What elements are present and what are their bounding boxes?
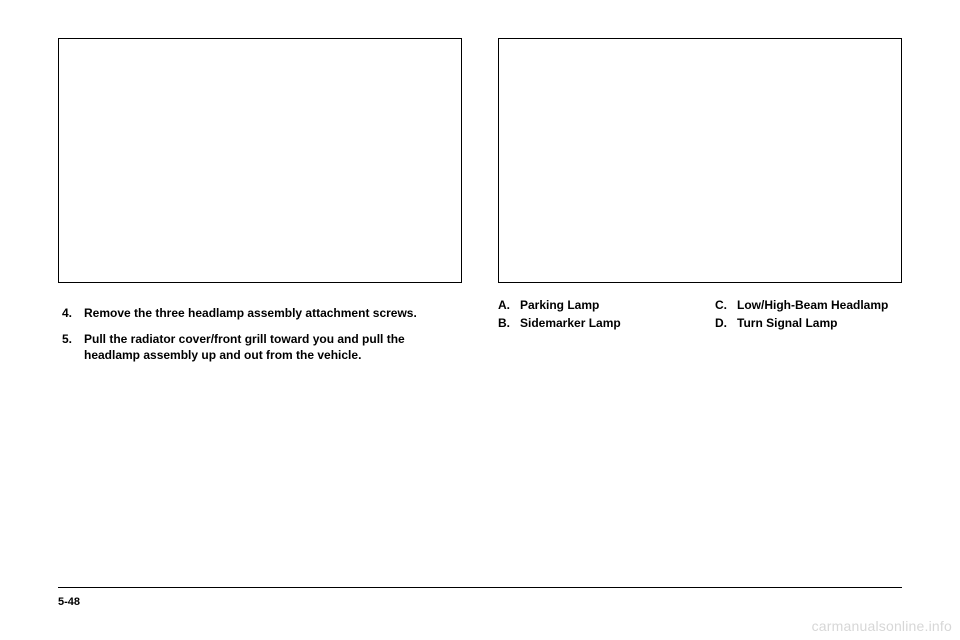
page-number: 5-48 [58, 596, 80, 608]
figure-legend: A. Parking Lamp B. Sidemarker Lamp C. Lo… [498, 297, 902, 333]
manual-page: 4. Remove the three headlamp assembly at… [0, 0, 960, 640]
legend-letter: C. [715, 297, 737, 313]
legend-text: Sidemarker Lamp [520, 315, 685, 331]
legend-letter: D. [715, 315, 737, 331]
left-column: 4. Remove the three headlamp assembly at… [58, 38, 462, 374]
step-list: 4. Remove the three headlamp assembly at… [58, 305, 462, 364]
right-column: A. Parking Lamp B. Sidemarker Lamp C. Lo… [498, 38, 902, 374]
step-text: Remove the three headlamp assembly attac… [84, 305, 462, 321]
two-column-layout: 4. Remove the three headlamp assembly at… [58, 38, 902, 374]
step-number: 4. [62, 305, 84, 321]
legend-letter: A. [498, 297, 520, 313]
legend-item: C. Low/High-Beam Headlamp [715, 297, 902, 313]
legend-column-right: C. Low/High-Beam Headlamp D. Turn Signal… [715, 297, 902, 333]
figure-placeholder-right [498, 38, 902, 283]
step-item: 5. Pull the radiator cover/front grill t… [62, 331, 462, 363]
step-text: Pull the radiator cover/front grill towa… [84, 331, 462, 363]
page-footer: 5-48 [58, 587, 902, 610]
figure-placeholder-left [58, 38, 462, 283]
legend-text: Low/High-Beam Headlamp [737, 297, 902, 313]
legend-letter: B. [498, 315, 520, 331]
step-number: 5. [62, 331, 84, 363]
legend-item: A. Parking Lamp [498, 297, 685, 313]
legend-text: Parking Lamp [520, 297, 685, 313]
legend-text: Turn Signal Lamp [737, 315, 902, 331]
step-item: 4. Remove the three headlamp assembly at… [62, 305, 462, 321]
legend-item: D. Turn Signal Lamp [715, 315, 902, 331]
watermark-text: carmanualsonline.info [812, 618, 952, 634]
legend-column-left: A. Parking Lamp B. Sidemarker Lamp [498, 297, 685, 333]
legend-item: B. Sidemarker Lamp [498, 315, 685, 331]
